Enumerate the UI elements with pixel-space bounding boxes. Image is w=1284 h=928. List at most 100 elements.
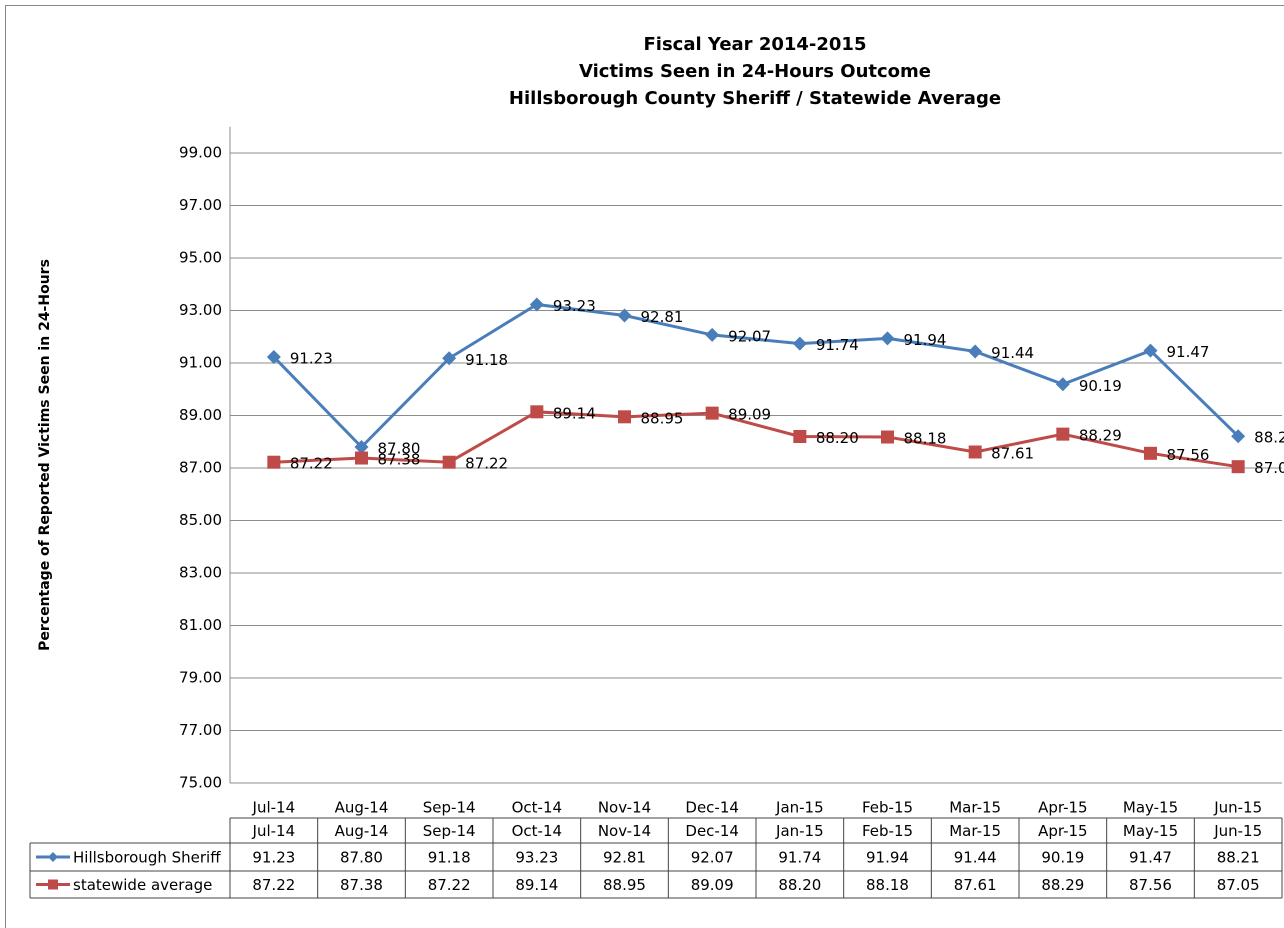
legend-marker xyxy=(48,852,58,862)
table-header: Mar-15 xyxy=(949,822,1001,840)
x-tick-label: Nov-14 xyxy=(598,799,651,817)
legend-label: statewide average xyxy=(73,876,212,894)
data-label: 91.18 xyxy=(465,351,508,369)
table-cell: 87.61 xyxy=(954,876,997,894)
table-cell: 89.14 xyxy=(515,876,558,894)
chart-border xyxy=(5,5,1284,928)
table-cell: 88.29 xyxy=(1041,876,1084,894)
data-label: 89.14 xyxy=(553,404,596,422)
table-cell: 88.18 xyxy=(866,876,909,894)
data-label: 87.56 xyxy=(1167,446,1210,464)
data-label: 91.74 xyxy=(816,336,859,354)
y-tick-label: 81.00 xyxy=(179,616,222,634)
data-label: 87.22 xyxy=(290,455,333,473)
y-tick-label: 85.00 xyxy=(179,511,222,529)
table-cell: 88.20 xyxy=(778,876,821,894)
marker xyxy=(792,336,807,351)
table-cell: 91.47 xyxy=(1129,849,1172,867)
y-tick-label: 99.00 xyxy=(179,144,222,162)
table-cell: 89.09 xyxy=(691,876,734,894)
marker xyxy=(442,455,456,469)
y-tick-label: 91.00 xyxy=(179,354,222,372)
chart-title: Victims Seen in 24-Hours Outcome xyxy=(579,61,931,82)
table-header: Jan-15 xyxy=(775,822,824,840)
data-label: 87.05 xyxy=(1254,459,1284,477)
data-label: 88.29 xyxy=(1079,427,1122,445)
y-tick-label: 95.00 xyxy=(179,249,222,267)
x-tick-label: Feb-15 xyxy=(862,799,913,817)
y-axis-title: Percentage of Reported Victims Seen in 2… xyxy=(37,259,53,651)
series-line xyxy=(272,302,1240,450)
table-cell: 90.19 xyxy=(1041,849,1084,867)
table-header: Apr-15 xyxy=(1038,822,1088,840)
data-label: 87.38 xyxy=(378,451,421,469)
y-tick-label: 83.00 xyxy=(179,564,222,582)
table-header: Sep-14 xyxy=(423,822,476,840)
data-label: 90.19 xyxy=(1079,377,1122,395)
data-label: 87.80 xyxy=(378,440,421,458)
table-cell: 87.22 xyxy=(428,876,471,894)
data-label: 89.09 xyxy=(728,406,771,424)
table-cell: 87.56 xyxy=(1129,876,1172,894)
marker xyxy=(968,445,982,459)
series-line xyxy=(273,410,1239,469)
data-label: 88.18 xyxy=(904,430,947,448)
marker xyxy=(705,327,720,342)
marker xyxy=(354,440,369,454)
marker xyxy=(705,406,719,420)
marker xyxy=(881,430,894,444)
marker xyxy=(1055,377,1070,392)
marker xyxy=(617,308,632,323)
x-tick-label: Sep-14 xyxy=(423,799,476,817)
marker xyxy=(442,351,457,366)
table-cell: 87.38 xyxy=(340,876,383,894)
table-cell: 91.74 xyxy=(778,849,821,867)
marker xyxy=(1231,429,1246,444)
y-tick-label: 93.00 xyxy=(179,301,222,319)
x-tick-label: Oct-14 xyxy=(512,799,562,817)
x-tick-label: Dec-14 xyxy=(685,799,739,817)
marker xyxy=(1056,427,1070,441)
y-tick-label: 89.00 xyxy=(179,406,222,424)
data-label: 88.20 xyxy=(816,429,859,447)
marker xyxy=(618,410,631,424)
table-cell: 91.94 xyxy=(866,849,909,867)
table-cell: 88.21 xyxy=(1217,849,1260,867)
marker xyxy=(1231,460,1245,474)
table-cell: 88.95 xyxy=(603,876,646,894)
data-label: 93.23 xyxy=(553,297,596,315)
x-tick-label: Jun-15 xyxy=(1213,799,1262,817)
table-cell: 91.23 xyxy=(252,849,295,867)
y-tick-label: 77.00 xyxy=(179,721,222,739)
table-header: Oct-14 xyxy=(512,822,562,840)
marker xyxy=(530,405,544,419)
y-tick-label: 75.00 xyxy=(179,774,222,792)
legend-marker xyxy=(48,879,58,890)
table-header: Feb-15 xyxy=(862,822,913,840)
x-tick-label: Aug-14 xyxy=(335,799,389,817)
data-label: 91.47 xyxy=(1167,343,1210,361)
x-tick-label: May-15 xyxy=(1123,799,1178,817)
x-tick-label: Jul-14 xyxy=(252,799,296,817)
marker xyxy=(529,297,544,312)
table-cell: 93.23 xyxy=(515,849,558,867)
table-cell: 92.81 xyxy=(603,849,646,867)
data-label: 91.94 xyxy=(904,331,947,349)
table-cell: 87.05 xyxy=(1217,876,1260,894)
table-header: Aug-14 xyxy=(335,822,389,840)
marker xyxy=(267,455,281,469)
marker xyxy=(266,349,281,364)
table-cell: 91.44 xyxy=(954,849,997,867)
data-label: 87.61 xyxy=(991,444,1034,462)
table-header: Jul-14 xyxy=(252,822,296,840)
table-header: Jun-15 xyxy=(1213,822,1262,840)
data-label: 88.95 xyxy=(641,409,684,427)
y-tick-label: 97.00 xyxy=(179,196,222,214)
data-label: 87.22 xyxy=(465,455,508,473)
chart-title: Fiscal Year 2014-2015 xyxy=(644,34,867,55)
y-tick-label: 87.00 xyxy=(179,459,222,477)
marker xyxy=(355,451,368,465)
table-cell: 87.22 xyxy=(252,876,295,894)
data-label: 88.21 xyxy=(1254,429,1284,447)
